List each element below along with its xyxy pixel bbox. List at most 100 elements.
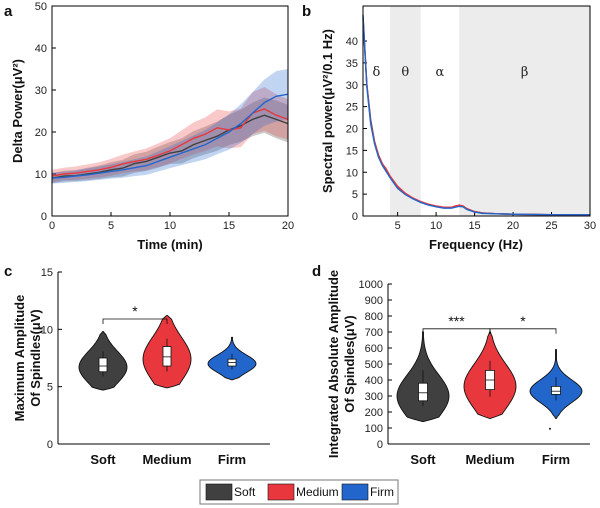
d-box-soft — [418, 382, 428, 402]
d-outlier-point — [549, 427, 551, 430]
c-category-label: Soft — [90, 452, 116, 467]
d-category-label: Medium — [465, 452, 514, 467]
a-x-tick-label: 5 — [108, 220, 114, 232]
a-band-soft — [52, 97, 288, 184]
c-y-tick-label: 5 — [47, 382, 53, 394]
b-band-shade — [459, 6, 590, 216]
legend-swatch-firm — [341, 483, 369, 501]
b-y-tick-label: 30 — [346, 80, 358, 92]
b-band-label: α — [436, 65, 445, 80]
b-y-tick-label: 20 — [346, 124, 358, 136]
a-y-tick-label: 40 — [35, 43, 47, 55]
legend-swatch-medium — [267, 483, 295, 501]
b-band-label: θ — [401, 65, 409, 80]
b-x-tick-label: 20 — [507, 220, 519, 232]
legend-label-medium: Medium — [296, 485, 339, 499]
d-y-tick-label: 700 — [365, 327, 383, 339]
a-line-soft — [51, 114, 289, 179]
b-band-label: δ — [373, 65, 381, 80]
a-y-tick-label: 50 — [35, 1, 47, 13]
panel-b-axes-frame — [362, 5, 591, 217]
b-x-tick-label: 30 — [584, 220, 596, 232]
b-y-tick-label: 25 — [346, 102, 358, 114]
a-y-tick-label: 20 — [35, 127, 47, 139]
b-y-tick-label: 0 — [352, 211, 358, 223]
d-category-label: Firm — [542, 452, 570, 467]
a-x-tick-label: 20 — [282, 220, 294, 232]
b-x-tick-label: 10 — [430, 220, 442, 232]
b-x-tick-label: 5 — [395, 220, 401, 232]
b-y-tick-label: 15 — [346, 145, 358, 157]
c-y-tick-label: 10 — [41, 324, 53, 336]
panel-c-ticks: 0 5 10 15 — [41, 267, 62, 451]
b-line-firm — [362, 16, 590, 216]
a-y-tick-label: 10 — [35, 169, 47, 181]
panel-b-series-lines — [362, 14, 590, 216]
panel-c-y-axis-label: Maximum Amplitude Of Spindles(μV) — [12, 295, 43, 422]
panel-b-ticks: 5 10 15 20 25 30 0 5 10 15 20 25 30 35 40 — [346, 36, 596, 232]
panel-b-x-axis-label: Frequency (Hz) — [429, 237, 523, 252]
d-y-tick-label: 0 — [377, 439, 383, 451]
panel-c-significance: * — [102, 303, 168, 325]
panel-c-y-axis-label-line-1: Maximum Amplitude — [12, 295, 27, 422]
a-x-tick-label: 10 — [164, 220, 176, 232]
d-significance-bracket — [489, 328, 557, 334]
a-x-tick-label: 0 — [49, 220, 55, 232]
b-y-tick-label: 35 — [346, 58, 358, 70]
c-box-medium — [162, 346, 172, 367]
panel-a-series-lines — [51, 93, 289, 179]
panel-a-x-axis-label: Time (min) — [137, 237, 203, 252]
d-y-tick-label: 600 — [365, 343, 383, 355]
panel-b-y-axis-label: Spectral power(μV²/0.1 Hz) — [320, 29, 335, 193]
c-category-label: Medium — [142, 452, 191, 467]
panel-c-label: c — [4, 263, 12, 280]
panel-a-delta-power-chart: a 0 5 10 15 20 0 10 20 30 40 50 Time (min) Delta P… — [4, 1, 294, 252]
panel-d-label: d — [312, 263, 321, 280]
a-y-tick-label: 0 — [41, 211, 47, 223]
b-y-tick-label: 10 — [346, 167, 358, 179]
d-y-tick-label: 100 — [365, 423, 383, 435]
panel-a-y-axis-label: Delta Power(μV²) — [10, 59, 25, 163]
b-x-tick-label: 25 — [545, 220, 557, 232]
a-y-tick-label: 30 — [35, 85, 47, 97]
c-box-soft — [98, 357, 108, 373]
panel-d-y-axis-label: Integrated Absolute Amplitude Of Spindle… — [326, 270, 357, 458]
d-y-tick-label: 400 — [365, 375, 383, 387]
legend-swatch-soft — [205, 483, 233, 501]
d-y-tick-label: 900 — [365, 295, 383, 307]
panel-d-y-axis-label-line-2: Of Spindles(μV) — [342, 315, 357, 413]
legend: Soft Medium Firm — [199, 479, 399, 505]
panel-b-label: b — [302, 3, 311, 20]
d-y-tick-label: 200 — [365, 407, 383, 419]
d-y-tick-label: 500 — [365, 359, 383, 371]
panel-c-violins: Soft Medium Firm — [78, 315, 257, 467]
panel-a-label: a — [4, 3, 13, 20]
b-y-tick-label: 40 — [346, 36, 358, 48]
a-line-firm — [51, 93, 289, 179]
panel-c-y-axis-label-line-2: Of Spindles(μV) — [28, 309, 43, 407]
panel-d-ticks: 0 100 200 300 400 500 600 700 800 900 1000 — [359, 279, 392, 451]
d-y-tick-label: 800 — [365, 311, 383, 323]
panel-a-axes-frame — [51, 5, 289, 217]
panel-d-violins: Soft Medium Firm — [396, 331, 583, 467]
b-band-label: β — [521, 65, 529, 80]
panel-d-y-axis-label-line-1: Integrated Absolute Amplitude — [326, 270, 341, 458]
a-x-tick-label: 15 — [223, 220, 235, 232]
b-band-shade — [389, 6, 421, 216]
d-significance-stars: *** — [448, 313, 465, 329]
c-significance-stars: * — [132, 303, 138, 319]
c-category-label: Firm — [218, 452, 246, 467]
c-significance-bracket — [102, 318, 168, 325]
panel-d-integrated-amplitude-violins: d 0 100 200 300 400 500 600 700 800 900 1000 Soft M… — [312, 263, 590, 467]
d-box-firm — [551, 385, 561, 395]
d-category-label: Soft — [410, 452, 436, 467]
d-significance-stars: * — [520, 313, 526, 329]
d-y-tick-label: 1000 — [359, 279, 383, 291]
d-significance-bracket — [422, 328, 491, 334]
c-y-tick-label: 15 — [41, 267, 53, 279]
c-y-tick-label: 0 — [47, 439, 53, 451]
panel-d-significance: *** * — [422, 313, 557, 334]
legend-items: Soft Medium Firm — [205, 483, 394, 501]
